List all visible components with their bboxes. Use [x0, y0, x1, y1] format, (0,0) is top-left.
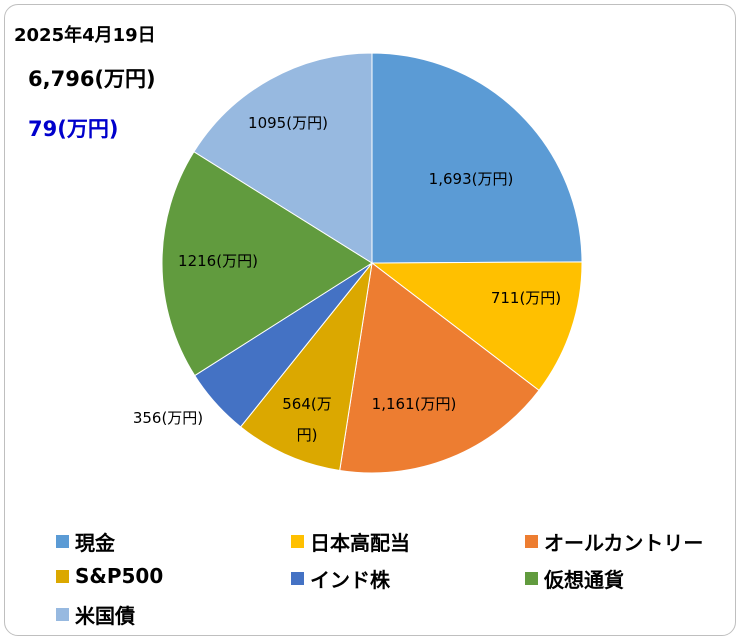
legend-item-7: 米国債	[56, 600, 135, 629]
data-label-4: 564(万円)	[282, 395, 331, 444]
pie-slice-6	[161, 151, 373, 377]
data-label-7: 1095(万円)	[248, 114, 328, 132]
legend-swatch	[525, 572, 538, 585]
legend-label: インド株	[310, 568, 390, 592]
data-label-6: 1216(万円)	[178, 252, 258, 270]
legend-swatch	[56, 569, 69, 583]
total-value: 6,796(万円)	[28, 67, 156, 91]
legend-item-2: 日本高配当	[291, 527, 410, 556]
legend-item-6: 仮想通貨	[525, 564, 624, 593]
legend-swatch	[56, 535, 69, 548]
legend-label: 日本高配当	[310, 531, 410, 555]
pie-slice-3	[339, 262, 540, 474]
legend-item-5: インド株	[291, 564, 390, 593]
legend-label: 仮想通貨	[544, 568, 624, 592]
legend-label: 米国債	[75, 604, 135, 628]
legend-label: オールカントリー	[544, 531, 704, 555]
pie-slice-7	[193, 52, 373, 264]
legend-item-3: オールカントリー	[525, 527, 703, 556]
data-label-2: 711(万円)	[491, 289, 561, 307]
legend-swatch	[291, 535, 304, 548]
legend-swatch	[56, 608, 69, 621]
data-label-5: 356(万円)	[133, 409, 203, 427]
data-label-1: 1,693(万円)	[429, 170, 514, 188]
pie-slice-2	[370, 261, 583, 392]
legend-swatch	[291, 572, 304, 585]
legend-item-4: S&P500	[56, 564, 163, 588]
legend-label: 現金	[75, 531, 115, 555]
legend-swatch	[525, 535, 538, 548]
data-label-3: 1,161(万円)	[372, 395, 457, 413]
pie-slice-1	[371, 52, 583, 264]
pie-slice-4	[239, 261, 373, 472]
change-value: 79(万円)	[28, 117, 119, 141]
legend-item-1: 現金	[56, 527, 115, 556]
legend-label: S&P500	[75, 564, 164, 588]
date-label: 2025年4月19日	[14, 25, 156, 46]
